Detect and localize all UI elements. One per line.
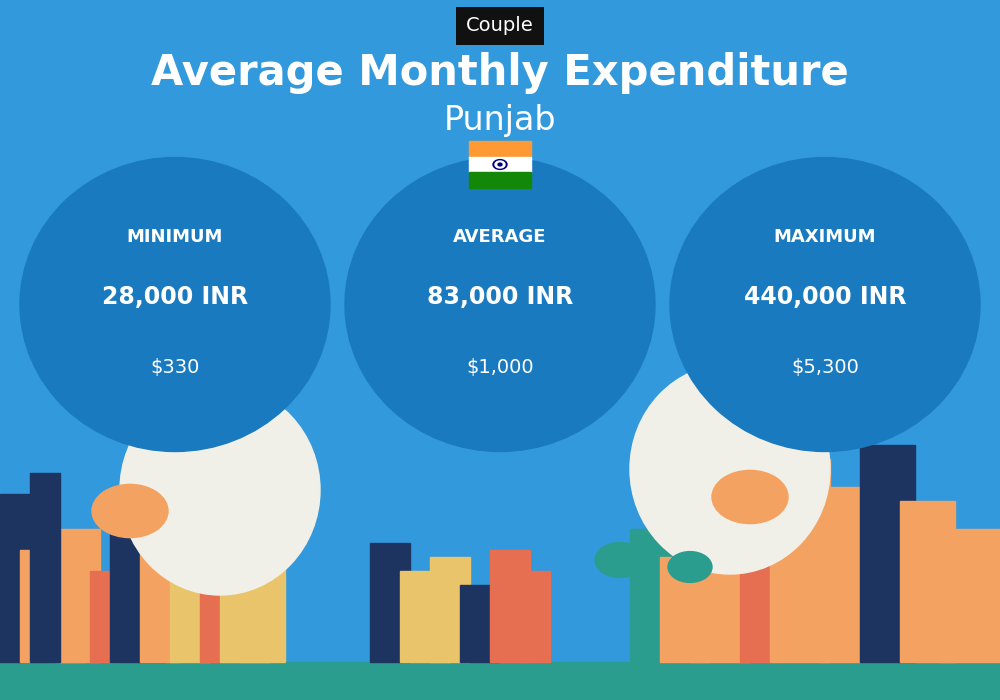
Ellipse shape [345,158,655,452]
Bar [170,556,210,662]
Circle shape [712,470,788,524]
Text: AVERAGE: AVERAGE [453,228,547,246]
Bar [820,486,860,662]
Text: Couple: Couple [466,16,534,36]
Text: 28,000 INR: 28,000 INR [102,285,248,309]
Bar [430,556,470,662]
Bar [469,172,531,188]
Bar [370,542,410,662]
Text: $5,300: $5,300 [791,358,859,377]
Ellipse shape [670,158,980,452]
Bar [30,473,60,662]
Bar [240,536,285,662]
Circle shape [495,161,505,168]
Bar [220,564,270,661]
Bar [110,500,165,662]
Bar [200,584,240,662]
Bar [690,500,750,662]
Bar [60,528,100,662]
Text: Average Monthly Expenditure: Average Monthly Expenditure [151,52,849,94]
Ellipse shape [630,364,830,574]
Bar [0,662,1000,700]
Bar [469,141,531,157]
Text: $330: $330 [150,358,200,377]
Bar [20,550,85,662]
Bar [490,550,530,662]
Circle shape [668,552,712,582]
Text: $1,000: $1,000 [466,358,534,377]
Text: 83,000 INR: 83,000 INR [427,285,573,309]
Text: 440,000 INR: 440,000 INR [744,285,906,309]
Ellipse shape [120,385,320,595]
Bar [860,444,915,662]
Bar [469,157,531,172]
Circle shape [595,542,645,578]
Bar [460,584,500,662]
Bar [400,570,450,662]
Circle shape [498,163,502,166]
Text: Punjab: Punjab [444,104,556,137]
Circle shape [493,160,507,169]
Bar [0,494,55,662]
Bar [940,528,1000,662]
Bar [660,556,710,662]
Text: MINIMUM: MINIMUM [127,228,223,246]
Bar [740,473,780,662]
Ellipse shape [20,158,330,452]
Bar [520,570,550,662]
Bar [770,458,830,662]
Bar [140,542,180,662]
Bar [900,500,955,662]
Circle shape [92,484,168,538]
Bar [90,570,120,662]
Text: MAXIMUM: MAXIMUM [774,228,876,246]
Bar [630,528,670,662]
